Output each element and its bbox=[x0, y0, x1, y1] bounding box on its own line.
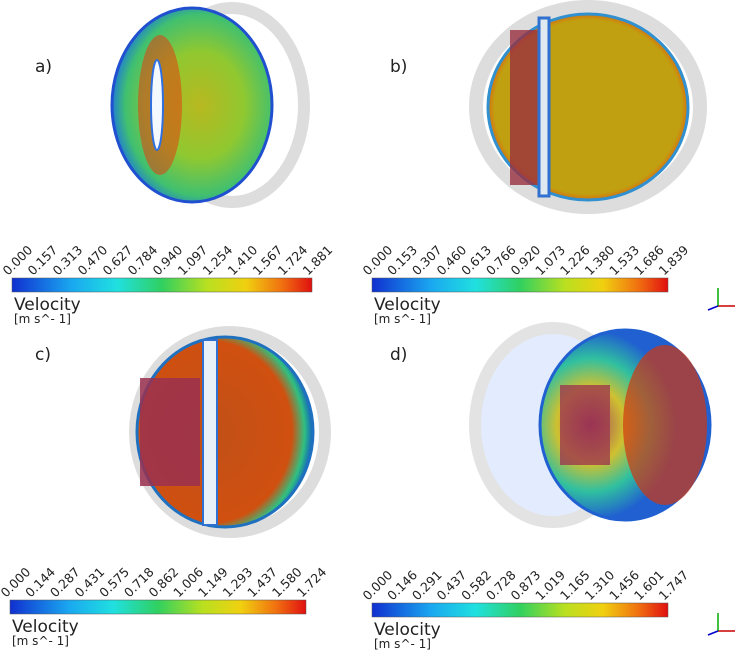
panel-label: d) bbox=[390, 345, 407, 365]
colorbar bbox=[10, 600, 306, 614]
panel-label: a) bbox=[35, 57, 52, 77]
colorbar bbox=[372, 603, 668, 617]
render-a bbox=[112, 8, 304, 202]
colorbar-unit: [m s^- 1] bbox=[374, 637, 431, 651]
colorbar-unit: [m s^- 1] bbox=[14, 312, 71, 326]
figure: a)0.0000.1570.3130.4700.6270.7840.9401.0… bbox=[0, 0, 741, 652]
colorbar-unit: [m s^- 1] bbox=[12, 634, 69, 648]
render-b bbox=[476, 7, 700, 207]
render-d bbox=[475, 328, 710, 522]
colorbar bbox=[372, 278, 668, 292]
render-c bbox=[135, 332, 325, 532]
panel-label: b) bbox=[390, 57, 407, 77]
colorbar-unit: [m s^- 1] bbox=[374, 312, 431, 326]
axis-triad bbox=[708, 288, 735, 635]
panel-label: c) bbox=[35, 345, 51, 365]
colorbar bbox=[12, 278, 312, 292]
